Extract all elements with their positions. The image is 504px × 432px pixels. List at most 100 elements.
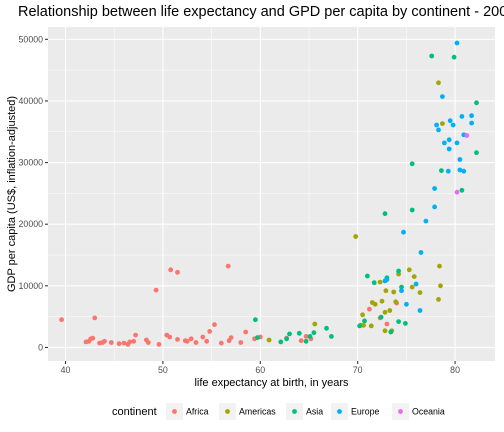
point-asia bbox=[253, 317, 258, 323]
legend-swatch bbox=[292, 409, 297, 414]
point-americas bbox=[409, 284, 415, 290]
point-africa bbox=[175, 269, 180, 275]
point-africa bbox=[108, 340, 114, 345]
point-africa bbox=[184, 338, 190, 344]
point-africa bbox=[145, 340, 151, 345]
point-americas bbox=[417, 290, 423, 295]
point-europe bbox=[432, 186, 437, 191]
point-africa bbox=[367, 306, 372, 312]
point-asia bbox=[396, 268, 401, 274]
point-europe bbox=[446, 146, 452, 152]
legend-item-asia: Asia bbox=[286, 403, 323, 420]
point-africa bbox=[127, 339, 133, 345]
point-europe bbox=[418, 250, 424, 255]
point-africa bbox=[131, 338, 137, 344]
point-europe bbox=[454, 140, 460, 146]
point-asia bbox=[311, 330, 317, 336]
point-asia bbox=[459, 187, 465, 193]
point-asia bbox=[357, 323, 362, 329]
point-europe bbox=[459, 114, 465, 119]
point-europe bbox=[440, 94, 445, 99]
point-asia bbox=[278, 339, 284, 345]
point-asia bbox=[403, 321, 408, 326]
point-africa bbox=[243, 329, 249, 335]
point-americas bbox=[440, 121, 445, 126]
point-asia bbox=[429, 53, 435, 59]
point-europe bbox=[447, 118, 453, 124]
point-africa bbox=[102, 338, 107, 344]
point-europe bbox=[401, 229, 406, 235]
legend: continent Africa Americas Asia Europe Oceani… bbox=[112, 403, 445, 420]
point-africa bbox=[92, 315, 98, 321]
minor-gridlines bbox=[48, 27, 495, 361]
point-americas bbox=[436, 297, 441, 302]
legend-label: Asia bbox=[306, 407, 323, 417]
legend-swatch bbox=[337, 409, 342, 414]
point-asia bbox=[329, 334, 334, 339]
x-tick-label: 60 bbox=[255, 365, 265, 375]
point-africa bbox=[193, 340, 199, 345]
point-africa bbox=[218, 340, 224, 346]
point-europe bbox=[469, 113, 474, 119]
legend-swatch bbox=[398, 409, 403, 414]
y-axis-ticks: 0 10000 20000 30000 40000 50000 bbox=[19, 34, 48, 352]
point-americas bbox=[312, 321, 318, 327]
y-tick-label: 20000 bbox=[19, 219, 44, 229]
point-americas bbox=[379, 298, 385, 304]
point-europe bbox=[445, 168, 451, 174]
point-asia bbox=[409, 207, 415, 213]
point-africa bbox=[121, 340, 127, 346]
legend-item-americas: Americas bbox=[219, 403, 276, 420]
y-tick-label: 40000 bbox=[19, 96, 44, 106]
data-points bbox=[59, 40, 479, 347]
y-tick-label: 50000 bbox=[19, 34, 44, 44]
point-americas bbox=[406, 267, 412, 273]
legend-title: continent bbox=[112, 406, 157, 418]
major-gridlines bbox=[48, 27, 495, 361]
point-africa bbox=[116, 341, 122, 347]
point-americas bbox=[382, 309, 388, 315]
point-europe bbox=[399, 288, 404, 294]
legend-item-africa: Africa bbox=[166, 403, 209, 420]
point-europe bbox=[461, 168, 467, 174]
legend-label: Oceania bbox=[412, 407, 445, 417]
plot-panel bbox=[48, 27, 495, 361]
chart-title: Relationship between life expectancy and… bbox=[18, 4, 504, 20]
point-africa bbox=[133, 332, 139, 338]
point-africa bbox=[384, 321, 390, 327]
point-asia bbox=[451, 54, 457, 60]
point-asia bbox=[284, 336, 289, 342]
point-asia bbox=[382, 211, 388, 217]
point-asia bbox=[474, 150, 479, 156]
point-asia bbox=[303, 338, 309, 344]
point-africa bbox=[175, 337, 180, 342]
point-europe bbox=[432, 204, 437, 210]
point-africa bbox=[303, 334, 309, 339]
y-tick-label: 0 bbox=[38, 342, 43, 352]
point-asia bbox=[296, 330, 302, 336]
point-americas bbox=[361, 322, 366, 328]
point-americas bbox=[436, 80, 441, 86]
point-americas bbox=[411, 274, 417, 279]
point-europe bbox=[454, 40, 460, 46]
point-europe bbox=[457, 167, 463, 173]
point-europe bbox=[413, 281, 419, 287]
x-tick-label: 40 bbox=[61, 365, 71, 375]
y-tick-label: 30000 bbox=[19, 158, 44, 168]
point-africa bbox=[238, 340, 244, 345]
point-europe bbox=[450, 122, 456, 128]
point-asia bbox=[474, 100, 479, 106]
point-asia bbox=[362, 318, 367, 324]
point-africa bbox=[225, 263, 231, 269]
point-africa bbox=[59, 317, 64, 323]
point-asia bbox=[324, 325, 329, 331]
point-asia bbox=[409, 161, 415, 167]
point-oceania bbox=[454, 189, 460, 195]
point-africa bbox=[188, 336, 194, 342]
point-europe bbox=[442, 140, 447, 146]
legend-label: Europe bbox=[351, 407, 379, 417]
y-axis-title: GDP per capita (US$, inflation-adjusted) bbox=[6, 96, 18, 292]
point-asia bbox=[307, 334, 313, 339]
point-africa bbox=[90, 335, 96, 341]
